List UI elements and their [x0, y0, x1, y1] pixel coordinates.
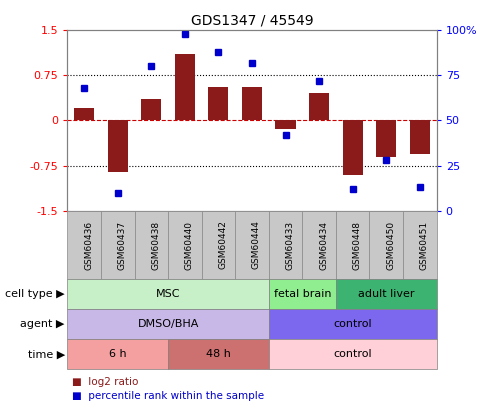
- Text: GSM60434: GSM60434: [319, 221, 328, 269]
- Text: GSM60444: GSM60444: [252, 221, 261, 269]
- Text: adult liver: adult liver: [358, 290, 415, 299]
- Text: DMSO/BHA: DMSO/BHA: [137, 320, 199, 329]
- Text: control: control: [333, 350, 372, 359]
- Text: control: control: [333, 320, 372, 329]
- Text: GSM60442: GSM60442: [219, 221, 228, 269]
- Text: MSC: MSC: [156, 290, 180, 299]
- Text: 48 h: 48 h: [206, 350, 231, 359]
- Text: 6 h: 6 h: [109, 350, 127, 359]
- Bar: [108, 121, 128, 172]
- Title: GDS1347 / 45549: GDS1347 / 45549: [191, 14, 313, 28]
- Text: agent ▶: agent ▶: [20, 320, 65, 329]
- Text: GSM60437: GSM60437: [118, 220, 127, 270]
- Text: cell type ▶: cell type ▶: [5, 290, 65, 299]
- Bar: [275, 121, 295, 130]
- Text: GSM60448: GSM60448: [353, 221, 362, 269]
- Text: ■  log2 ratio: ■ log2 ratio: [72, 377, 139, 387]
- Bar: [309, 94, 329, 121]
- Text: ■  percentile rank within the sample: ■ percentile rank within the sample: [72, 391, 264, 401]
- Bar: [410, 121, 430, 153]
- Bar: [209, 87, 229, 121]
- Text: GSM60433: GSM60433: [285, 220, 294, 270]
- Text: fetal brain: fetal brain: [273, 290, 331, 299]
- Text: GSM60440: GSM60440: [185, 221, 194, 269]
- Bar: [175, 54, 195, 121]
- Bar: [74, 109, 94, 121]
- Text: GSM60451: GSM60451: [420, 220, 429, 270]
- Bar: [242, 87, 262, 121]
- Text: GSM60450: GSM60450: [386, 220, 395, 270]
- Text: time ▶: time ▶: [27, 350, 65, 359]
- Bar: [376, 121, 396, 156]
- Bar: [343, 121, 363, 175]
- Text: GSM60436: GSM60436: [84, 220, 93, 270]
- Bar: [141, 100, 161, 121]
- Text: GSM60438: GSM60438: [151, 220, 160, 270]
